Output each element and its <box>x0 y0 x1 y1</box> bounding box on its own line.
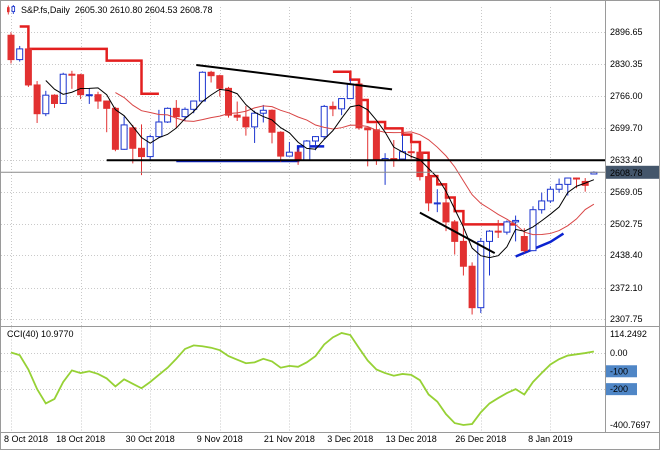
candles-layer <box>7 32 598 315</box>
date-axis-label: 8 Jan 2019 <box>528 434 573 444</box>
price-scale[interactable] <box>606 1 659 433</box>
current-price-badge <box>606 165 659 179</box>
date-axis-labels: 8 Oct 2018 18 Oct 2018 30 Oct 2018 9 Nov 20… <box>4 434 573 444</box>
time-scale[interactable] <box>1 433 659 449</box>
cci-level-badge-label: -100 <box>610 366 628 376</box>
chart-title: S&P.fs,Daily 2605.30 2610.80 2604.53 260… <box>6 5 213 15</box>
ohlc-readout: 2605.30 2610.80 2604.53 2608.78 <box>74 5 213 15</box>
indicator-label[interactable]: CCI(40) 10.9770 <box>7 329 74 339</box>
ma-slow-line <box>115 92 595 236</box>
grid-layer <box>1 7 605 432</box>
current-price-badge-label: 2608.78 <box>610 168 643 178</box>
price-axis-label: 2502.75 <box>610 219 643 229</box>
trendline-objects <box>106 63 605 254</box>
date-axis-label: 13 Dec 2018 <box>386 434 437 444</box>
price-axis-label: 2699.70 <box>610 123 643 133</box>
cci-level-badge <box>606 383 637 396</box>
price-axis-label: 2766.00 <box>610 91 643 101</box>
date-axis-label: 21 Nov 2018 <box>264 434 315 444</box>
price-axis-label: 2569.05 <box>610 187 643 197</box>
date-axis-label: 30 Oct 2018 <box>126 434 175 444</box>
price-axis-labels: 2896.65 2830.35 2766.00 2699.70 2633.40 2569.… <box>610 27 651 430</box>
cci-level-badge-label: -200 <box>610 384 628 394</box>
date-axis-label: 3 Dec 2018 <box>327 434 373 444</box>
price-axis-label: 2438.40 <box>610 250 643 260</box>
panel-frame <box>1 1 659 433</box>
price-axis-label: 2307.75 <box>610 314 643 324</box>
price-axis-label: 2830.35 <box>610 59 643 69</box>
price-axis-label: 2896.65 <box>610 27 643 37</box>
cci-min-label: -400.7697 <box>610 420 651 430</box>
cci-level-badge <box>606 365 637 378</box>
date-axis-label: 26 Dec 2018 <box>455 434 506 444</box>
date-axis-label: 9 Nov 2018 <box>197 434 243 444</box>
cci-zero-label: 0.00 <box>610 348 628 358</box>
trend-stop-lines <box>19 25 565 258</box>
ma-fast-line <box>45 80 595 259</box>
date-axis-label: 8 Oct 2018 <box>4 434 48 444</box>
price-axis-label: 2372.10 <box>610 283 643 293</box>
cci-max-label: 114.2492 <box>610 329 647 339</box>
symbol-timeframe: S&P.fs,Daily <box>21 5 70 15</box>
scale-badges: 2608.78 -100 -200 <box>606 165 659 396</box>
price-axis-label: 2633.40 <box>610 155 643 165</box>
candlestick-chart-icon <box>6 5 16 15</box>
date-axis-label: 18 Oct 2018 <box>56 434 105 444</box>
cci-line <box>10 332 595 426</box>
